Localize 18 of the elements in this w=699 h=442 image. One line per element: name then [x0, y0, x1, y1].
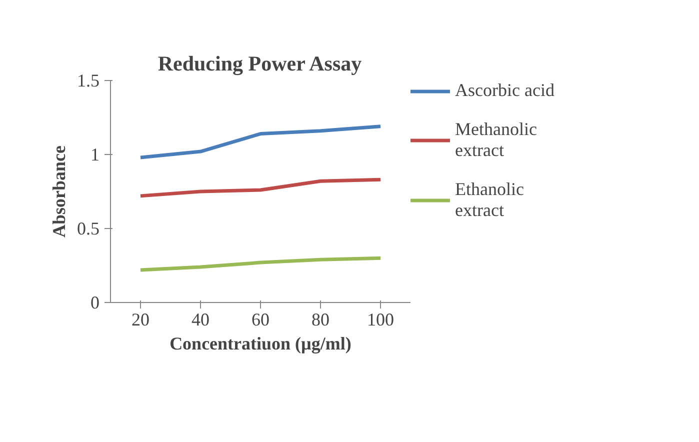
line-series — [138, 256, 382, 272]
x-axis-title: Concentratiuon (µg/ml) — [170, 334, 352, 354]
line-series — [138, 178, 382, 198]
chart-title: Reducing Power Assay — [158, 52, 362, 76]
x-tick-label: 100 — [367, 310, 394, 330]
legend-label: Ethanolic extract — [455, 179, 524, 221]
x-tick-label: 60 — [252, 310, 270, 330]
y-tick-label: 0.5 — [77, 218, 100, 238]
x-tick-label: 40 — [192, 310, 210, 330]
y-tick-label: 1 — [90, 144, 100, 164]
legend-label: Methanolic extract — [455, 119, 537, 161]
y-tick-label: 1.5 — [77, 70, 100, 90]
y-tick-label: 0 — [90, 292, 100, 312]
y-axis-title: Absorbance — [49, 145, 69, 238]
legend-label: Ascorbic acid — [455, 80, 554, 101]
x-tick-label: 20 — [132, 310, 150, 330]
x-tick-label: 80 — [312, 310, 330, 330]
line-series — [138, 124, 382, 160]
